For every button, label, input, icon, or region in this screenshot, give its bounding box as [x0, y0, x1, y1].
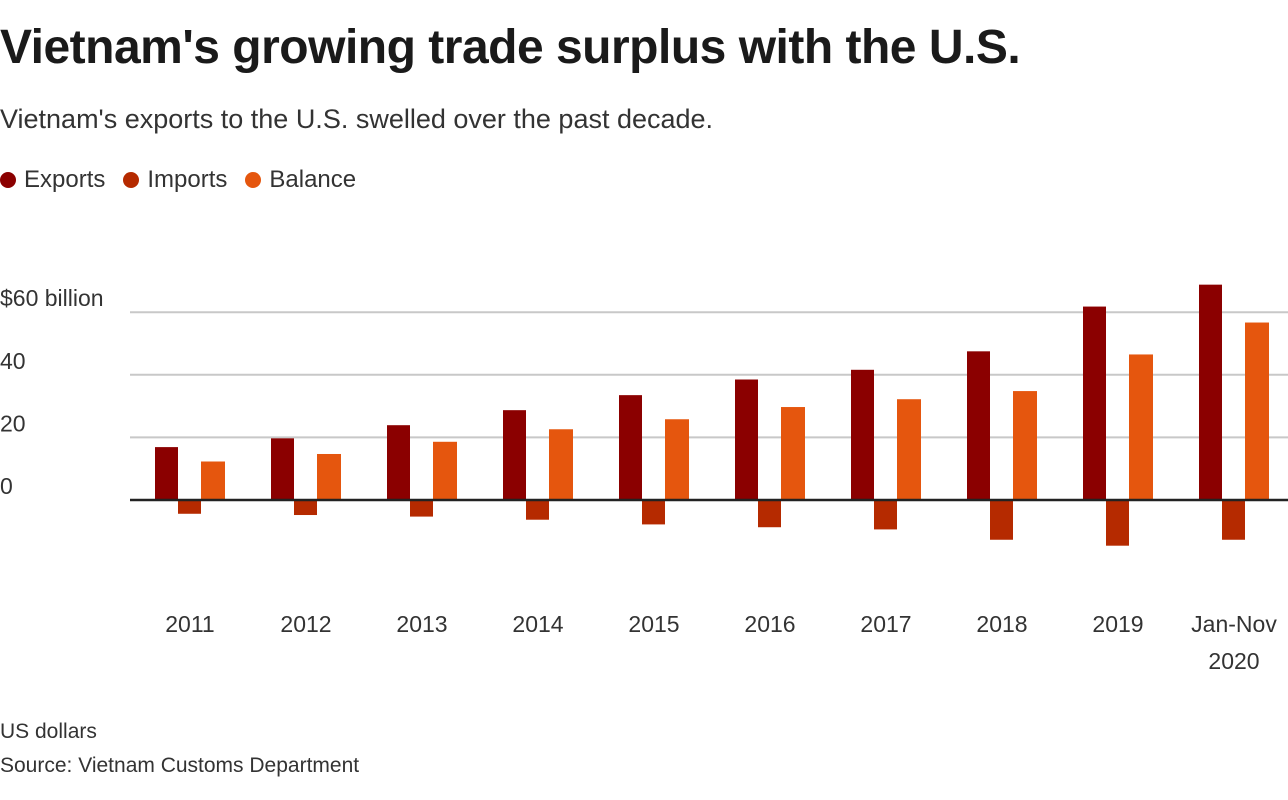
bar-imports	[1222, 500, 1245, 540]
bar-balance	[1129, 354, 1153, 500]
legend: Exports Imports Balance	[0, 166, 356, 194]
bar-balance	[1245, 322, 1269, 500]
bar-exports	[271, 438, 294, 500]
bar-imports	[294, 500, 317, 516]
bar-exports	[503, 410, 526, 500]
bar-imports	[642, 500, 665, 525]
bar-exports	[967, 351, 990, 500]
legend-swatch	[123, 172, 140, 188]
bar-exports	[1083, 306, 1106, 500]
bar-balance	[1013, 391, 1037, 500]
legend-swatch	[245, 172, 262, 188]
x-tick-label: 2012	[280, 611, 331, 637]
bar-exports	[155, 447, 178, 500]
unit-note: US dollars	[0, 720, 97, 743]
bar-imports	[526, 500, 549, 520]
bar-exports	[851, 369, 874, 500]
bar-exports	[1199, 284, 1222, 500]
bar-exports	[619, 395, 642, 500]
x-tick-label: 2018	[976, 611, 1027, 637]
x-tick-label: 2013	[396, 611, 447, 637]
x-tick-label: 2016	[744, 611, 795, 637]
chart-subtitle: Vietnam's exports to the U.S. swelled ov…	[0, 104, 714, 134]
legend-item-exports: Exports	[0, 166, 105, 194]
bar-balance	[549, 429, 573, 500]
bar-imports	[874, 500, 897, 530]
bar-imports	[178, 500, 201, 514]
x-tick-label: Jan-Nov 2020	[1191, 611, 1277, 674]
bar-balance	[201, 461, 225, 500]
bar-imports	[990, 500, 1013, 540]
bar-balance	[665, 419, 689, 500]
bar-imports	[758, 500, 781, 528]
legend-item-imports: Imports	[123, 166, 227, 194]
x-tick-label: 2019	[1092, 611, 1143, 637]
legend-swatch	[0, 172, 16, 188]
bar-exports	[387, 425, 410, 500]
bar-balance	[317, 453, 341, 500]
bar-imports	[410, 500, 433, 517]
legend-label: Imports	[147, 166, 228, 193]
y-tick-label: $60 billion	[0, 285, 104, 311]
bar-balance	[897, 399, 921, 500]
bar-balance	[433, 441, 457, 500]
y-tick-label: 0	[0, 473, 13, 499]
source-note: Source: Vietnam Customs Department	[0, 754, 360, 777]
x-tick-label: 2015	[628, 611, 679, 637]
y-tick-label: 20	[0, 410, 26, 436]
x-tick-label: 2014	[512, 611, 563, 637]
legend-item-balance: Balance	[245, 166, 356, 194]
bar-balance	[781, 407, 805, 500]
bar-imports	[1106, 500, 1129, 546]
y-tick-label: 40	[0, 348, 26, 374]
legend-label: Exports	[24, 166, 106, 193]
chart-title: Vietnam's growing trade surplus with the…	[0, 21, 1021, 74]
bar-exports	[735, 379, 758, 500]
x-tick-label: 2017	[860, 611, 911, 637]
legend-label: Balance	[269, 166, 357, 193]
x-tick-label: 2011	[165, 611, 214, 637]
